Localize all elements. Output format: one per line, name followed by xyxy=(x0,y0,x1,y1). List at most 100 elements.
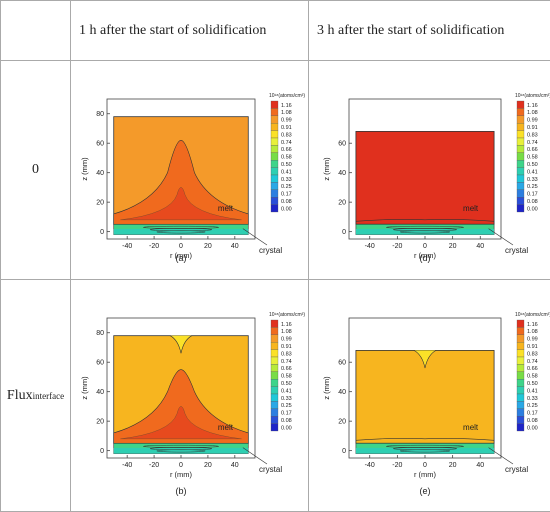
legend-swatch xyxy=(517,401,524,408)
legend-title: 10¹⁸(atoms/cm³) xyxy=(515,93,550,99)
x-tick-label: 0 xyxy=(423,243,427,250)
legend-level-label: 0.91 xyxy=(281,344,292,350)
legend-swatch xyxy=(271,335,278,342)
y-tick-label: 0 xyxy=(100,229,104,236)
legend-swatch xyxy=(517,335,524,342)
legend-level-label: 0.41 xyxy=(281,388,292,394)
legend-level-label: 0.91 xyxy=(281,125,292,131)
melt-label: melt xyxy=(463,423,479,432)
legend-level-label: 0.58 xyxy=(527,155,538,161)
legend-title: 10¹⁸(atoms/cm³) xyxy=(269,312,305,318)
y-axis-label: z (mm) xyxy=(80,157,89,181)
legend-swatch xyxy=(271,123,278,130)
y-tick-label: 20 xyxy=(338,419,346,426)
melt-label: melt xyxy=(463,204,479,213)
legend-level-label: 0.50 xyxy=(527,381,538,387)
legend-level-label: 0.08 xyxy=(527,418,538,424)
legend-level-label: 0.99 xyxy=(527,118,538,124)
legend-title: 10¹⁸(atoms/cm³) xyxy=(269,93,305,99)
legend-level-label: 0.83 xyxy=(527,351,538,357)
x-tick-label: 20 xyxy=(204,462,212,469)
legend-swatch xyxy=(517,205,524,212)
legend-level-label: 0.41 xyxy=(527,169,538,175)
legend-level-label: 0.83 xyxy=(281,351,292,357)
row-label-flux: Fluxinterface xyxy=(1,280,71,512)
legend-swatch xyxy=(517,327,524,334)
x-tick-label: 0 xyxy=(423,462,427,469)
legend-swatch xyxy=(271,357,278,364)
legend-level-label: 0.25 xyxy=(527,184,538,190)
legend-swatch xyxy=(271,350,278,357)
crystal-label: crystal xyxy=(505,246,528,255)
legend-level-label: 0.33 xyxy=(527,396,538,402)
legend-level-label: 0.74 xyxy=(527,359,538,365)
legend-swatch xyxy=(517,416,524,423)
legend-level-label: 0.00 xyxy=(281,206,292,212)
y-tick-label: 40 xyxy=(96,170,104,177)
legend-level-label: 0.33 xyxy=(281,177,292,183)
legend-level-label: 0.99 xyxy=(281,337,292,343)
x-tick-label: 20 xyxy=(204,243,212,250)
row-label-0: 0 xyxy=(1,61,71,280)
y-axis-label: z (mm) xyxy=(322,157,331,181)
melt-label: melt xyxy=(218,423,234,432)
x-axis-label: r (mm) xyxy=(414,470,437,479)
y-axis-label: z (mm) xyxy=(80,376,89,400)
crystal-label: crystal xyxy=(259,246,282,255)
legend-level-label: 0.99 xyxy=(527,337,538,343)
legend-level-label: 0.00 xyxy=(281,425,292,431)
corner-cell xyxy=(1,1,71,61)
crystal-label: crystal xyxy=(259,465,282,474)
legend-swatch xyxy=(271,182,278,189)
panel-tag: (e) xyxy=(420,486,431,496)
legend-level-label: 0.17 xyxy=(281,411,292,417)
legend-swatch xyxy=(271,131,278,138)
legend-swatch xyxy=(271,416,278,423)
legend-swatch xyxy=(517,350,524,357)
legend-level-label: 0.74 xyxy=(527,140,538,146)
legend-swatch xyxy=(271,197,278,204)
legend-level-label: 1.16 xyxy=(527,103,538,109)
legend-swatch xyxy=(517,175,524,182)
legend-level-label: 1.16 xyxy=(281,103,292,109)
legend-level-label: 1.16 xyxy=(281,322,292,328)
legend-level-label: 0.00 xyxy=(527,425,538,431)
legend-level-label: 0.83 xyxy=(281,132,292,138)
header-col1: 1 h after the start of solidification xyxy=(71,1,309,61)
legend-swatch xyxy=(271,394,278,401)
crystal-lower xyxy=(114,229,249,235)
legend-level-label: 0.25 xyxy=(527,403,538,409)
legend-level-label: 0.17 xyxy=(527,411,538,417)
legend-swatch xyxy=(517,409,524,416)
legend-swatch xyxy=(517,160,524,167)
legend-level-label: 0.58 xyxy=(281,155,292,161)
legend-swatch xyxy=(271,145,278,152)
panel-tag: (d) xyxy=(420,253,431,263)
x-tick-label: 40 xyxy=(231,243,239,250)
legend-level-label: 0.58 xyxy=(527,374,538,380)
legend-level-label: 1.16 xyxy=(527,322,538,328)
crystal-lower xyxy=(114,448,249,454)
legend-swatch xyxy=(271,320,278,327)
y-tick-label: 60 xyxy=(96,360,104,367)
x-tick-label: 20 xyxy=(449,462,457,469)
x-tick-label: 20 xyxy=(449,243,457,250)
legend-level-label: 1.08 xyxy=(527,329,538,335)
legend-swatch xyxy=(271,101,278,108)
legend-swatch xyxy=(517,138,524,145)
legend-level-label: 0.25 xyxy=(281,184,292,190)
panel-tag: (a) xyxy=(176,253,187,263)
melt-label: melt xyxy=(218,204,234,213)
legend-swatch xyxy=(517,379,524,386)
legend-level-label: 0.08 xyxy=(527,199,538,205)
legend-swatch xyxy=(271,116,278,123)
crystal-label: crystal xyxy=(505,465,528,474)
x-tick-label: -20 xyxy=(149,462,159,469)
legend-swatch xyxy=(517,197,524,204)
legend-swatch xyxy=(271,168,278,175)
legend-swatch xyxy=(517,424,524,431)
